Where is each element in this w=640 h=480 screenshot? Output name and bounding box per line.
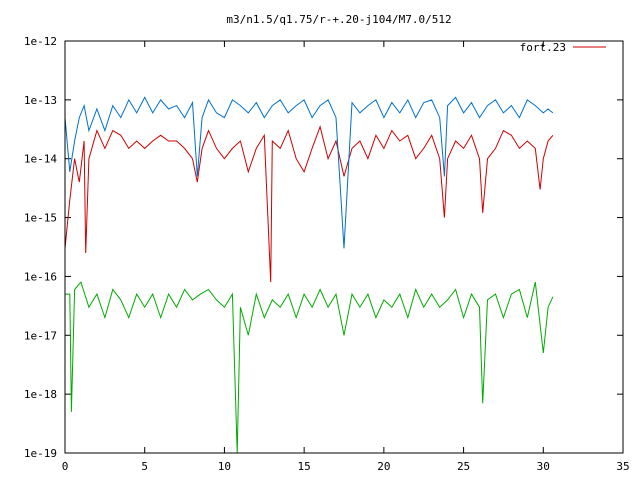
y-tick-label: 1e-17 bbox=[24, 329, 57, 342]
y-tick-label: 1e-15 bbox=[24, 212, 57, 225]
x-tick-label: 25 bbox=[457, 460, 470, 473]
y-tick-label: 1e-14 bbox=[24, 153, 57, 166]
series-line-2 bbox=[64, 96, 554, 249]
x-tick-label: 0 bbox=[62, 460, 69, 473]
y-tick-label: 1e-12 bbox=[24, 35, 57, 48]
y-tick-label: 1e-16 bbox=[24, 270, 57, 283]
x-tick-label: 5 bbox=[141, 460, 148, 473]
y-tick-label: 1e-19 bbox=[24, 447, 57, 460]
legend: fort.23 bbox=[520, 41, 606, 54]
chart-title: m3/n1.5/q1.75/r-+.20-j104/M7.0/512 bbox=[226, 13, 451, 26]
plot-frame bbox=[64, 40, 624, 454]
x-tick-label: 30 bbox=[537, 460, 550, 473]
x-tick-label: 10 bbox=[218, 460, 231, 473]
y-tick-label: 1e-18 bbox=[24, 388, 57, 401]
x-axis-ticks: 0 5 10 15 20 25 30 35 bbox=[62, 41, 630, 473]
y-axis-ticks: 1e-19 1e-18 1e-17 1e-16 1e-15 1e-14 1e-13 1e-12 bbox=[24, 35, 623, 460]
x-tick-label: 15 bbox=[298, 460, 311, 473]
x-tick-label: 35 bbox=[616, 460, 629, 473]
x-tick-label: 20 bbox=[377, 460, 390, 473]
legend-label: fort.23 bbox=[520, 41, 566, 54]
y-tick-label: 1e-13 bbox=[24, 94, 57, 107]
series-line-3 bbox=[65, 281, 554, 454]
series-line-1 bbox=[64, 125, 554, 283]
plot-series bbox=[64, 96, 554, 454]
